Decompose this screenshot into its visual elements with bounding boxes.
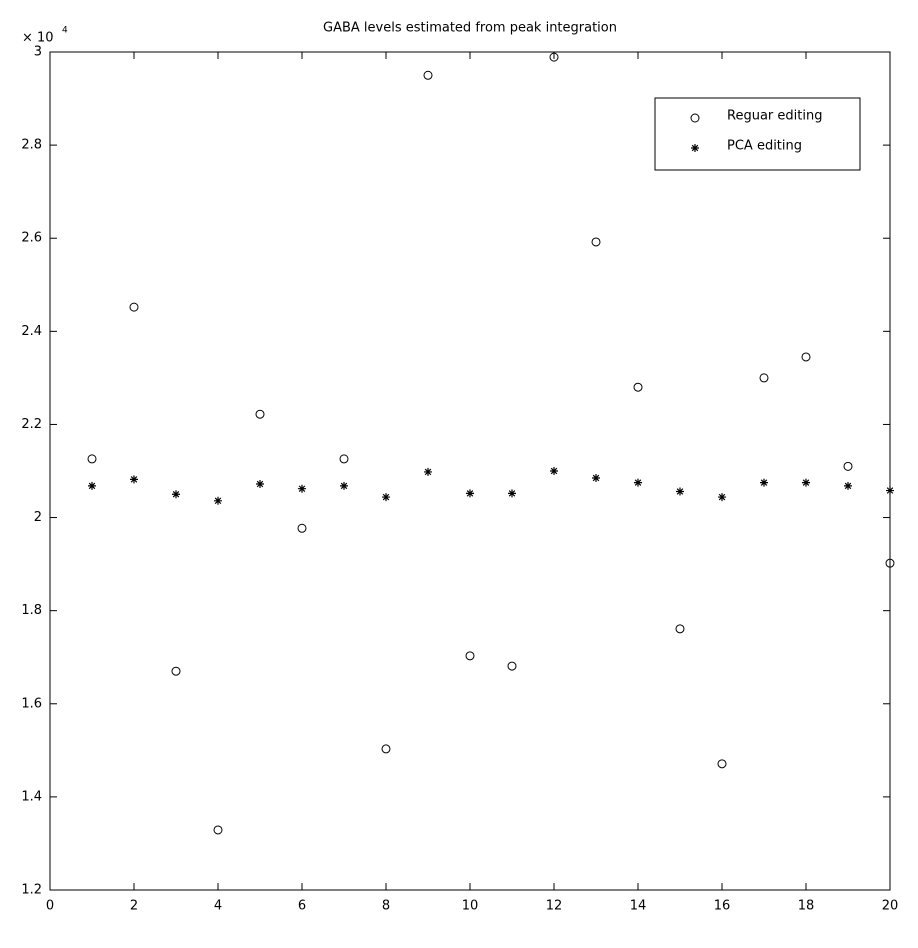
y-tick-label: 1.6 xyxy=(21,696,42,711)
star-marker xyxy=(718,493,726,502)
x-tick-label: 18 xyxy=(798,899,815,914)
legend-box xyxy=(654,97,861,171)
star-marker xyxy=(634,478,642,487)
x-tick-label: 2 xyxy=(130,899,138,914)
circle-marker xyxy=(381,744,391,754)
circle-marker xyxy=(87,454,97,464)
y-tick-label: 2.2 xyxy=(21,417,42,432)
star-marker xyxy=(382,493,390,502)
y-tick-label: 2 xyxy=(34,510,42,525)
legend-label: Reguar editing xyxy=(727,109,822,124)
circle-marker xyxy=(591,237,601,247)
circle-marker xyxy=(507,661,517,671)
circle-marker xyxy=(255,409,265,419)
star-marker xyxy=(802,478,810,487)
y-tick-label: 3 xyxy=(34,45,42,60)
x-tick-label: 16 xyxy=(714,899,731,914)
circle-marker xyxy=(465,651,475,661)
y-tick-label: 2.8 xyxy=(21,138,42,153)
star-marker xyxy=(298,484,306,493)
circle-marker xyxy=(759,373,769,383)
legend-label: PCA editing xyxy=(727,139,802,154)
star-marker xyxy=(340,481,348,490)
y-tick-label: 1.4 xyxy=(21,789,42,804)
x-tick-label: 0 xyxy=(46,899,54,914)
x-tick-label: 6 xyxy=(298,899,306,914)
star-marker xyxy=(550,467,558,475)
circle-marker xyxy=(297,523,307,533)
x-tick-label: 20 xyxy=(882,899,899,914)
x-tick-label: 14 xyxy=(630,899,647,914)
star-marker xyxy=(676,487,684,496)
circle-marker xyxy=(690,113,700,123)
circle-marker xyxy=(129,302,139,312)
x-tick-label: 10 xyxy=(462,899,479,914)
axis-multiplier-exponent: 4 xyxy=(62,26,68,36)
x-tick-label: 4 xyxy=(214,899,222,914)
star-marker xyxy=(508,489,516,498)
star-marker xyxy=(886,486,894,495)
circle-marker xyxy=(213,825,223,835)
star-marker xyxy=(88,481,96,490)
star-marker xyxy=(760,478,768,487)
circle-marker xyxy=(633,382,643,392)
star-marker xyxy=(424,467,432,476)
star-marker xyxy=(256,480,264,489)
star-marker xyxy=(592,473,600,482)
x-tick-label: 8 xyxy=(382,899,390,914)
star-marker xyxy=(214,496,222,505)
circle-marker xyxy=(423,70,433,80)
y-tick-label: 2.4 xyxy=(21,324,42,339)
circle-marker xyxy=(675,624,685,634)
circle-marker xyxy=(171,666,181,676)
star-marker xyxy=(691,144,699,152)
star-marker xyxy=(172,490,180,499)
circle-marker xyxy=(717,759,727,769)
x-tick-label: 12 xyxy=(546,899,563,914)
y-tick-label: 2.6 xyxy=(21,231,42,246)
star-marker xyxy=(844,481,852,490)
circle-marker xyxy=(885,558,895,568)
circle-marker xyxy=(801,352,811,362)
circle-marker xyxy=(843,461,853,471)
y-tick-label: 1.8 xyxy=(21,603,42,618)
star-marker xyxy=(130,475,138,484)
circle-marker xyxy=(339,454,349,464)
star-marker xyxy=(466,489,474,498)
circle-marker xyxy=(549,52,559,62)
axis-multiplier: × 10 xyxy=(22,31,54,46)
y-tick-label: 1.2 xyxy=(21,883,42,898)
chart-title: GABA levels estimated from peak integrat… xyxy=(323,21,617,36)
